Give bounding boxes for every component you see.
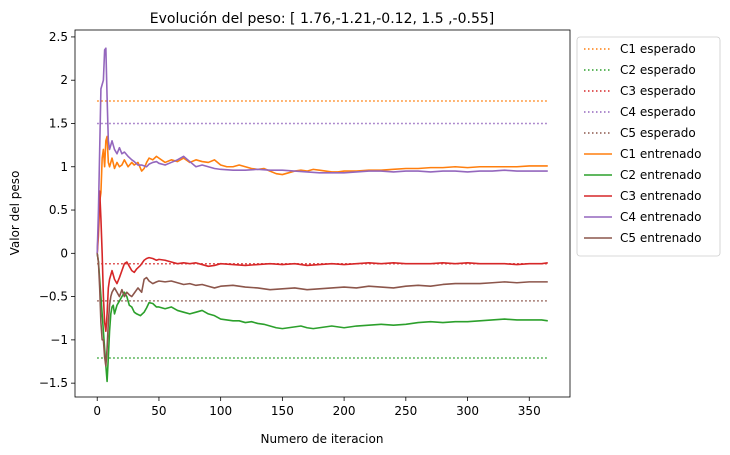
series-line-c5-entrenado — [96, 253, 548, 367]
legend-label: C5 entrenado — [620, 231, 702, 245]
x-tick-label: 300 — [456, 404, 479, 418]
series-line-c2-entrenado — [96, 253, 548, 383]
y-tick-label: 1.5 — [49, 116, 68, 130]
y-tick-label: −0.5 — [39, 290, 68, 304]
legend-label: C3 entrenado — [620, 189, 702, 203]
legend-label: C2 esperado — [620, 63, 696, 77]
series-line-c4-entrenado — [96, 47, 548, 254]
legend-label: C3 esperado — [620, 84, 696, 98]
legend-label: C4 esperado — [620, 105, 696, 119]
legend-label: C1 esperado — [620, 42, 696, 56]
legend-label: C2 entrenado — [620, 168, 702, 182]
legend: C1 esperado C2 esperado C3 esperado C4 espe… — [576, 36, 721, 257]
x-tick-label: 200 — [333, 404, 356, 418]
x-tick-label: 350 — [518, 404, 541, 418]
legend-frame — [576, 36, 721, 257]
legend-label: C4 entrenado — [620, 210, 702, 224]
legend-label: C5 esperado — [620, 126, 696, 140]
series-line-c1-entrenado — [96, 135, 548, 254]
y-tick-label: 0 — [60, 246, 68, 260]
y-axis: −1.5 −1 −0.5 0 0.5 1 1.5 2 2.5 — [39, 30, 75, 390]
y-tick-label: 2.5 — [49, 30, 68, 44]
legend-label: C1 entrenado — [620, 147, 702, 161]
y-axis-label: Valor del peso — [8, 171, 22, 256]
x-tick-label: 50 — [151, 404, 166, 418]
series-line-c3-entrenado — [96, 190, 548, 333]
x-tick-label: 250 — [394, 404, 417, 418]
y-tick-label: 1 — [60, 160, 68, 174]
plot-frame — [74, 29, 571, 398]
y-tick-label: −1.5 — [39, 376, 68, 390]
x-axis: 0 50 100 150 200 250 300 350 — [93, 397, 541, 418]
x-tick-label: 0 — [93, 404, 101, 418]
x-axis-label: Numero de iteracion — [261, 432, 384, 446]
y-tick-label: 0.5 — [49, 203, 68, 217]
plot-area — [75, 30, 570, 397]
series-layer — [96, 47, 548, 383]
chart-title: Evolución del peso: [ 1.76,-1.21,-0.12, … — [150, 11, 494, 27]
y-tick-label: −1 — [50, 333, 68, 347]
x-tick-label: 150 — [271, 404, 294, 418]
x-tick-label: 100 — [209, 404, 232, 418]
y-tick-label: 2 — [60, 73, 68, 87]
